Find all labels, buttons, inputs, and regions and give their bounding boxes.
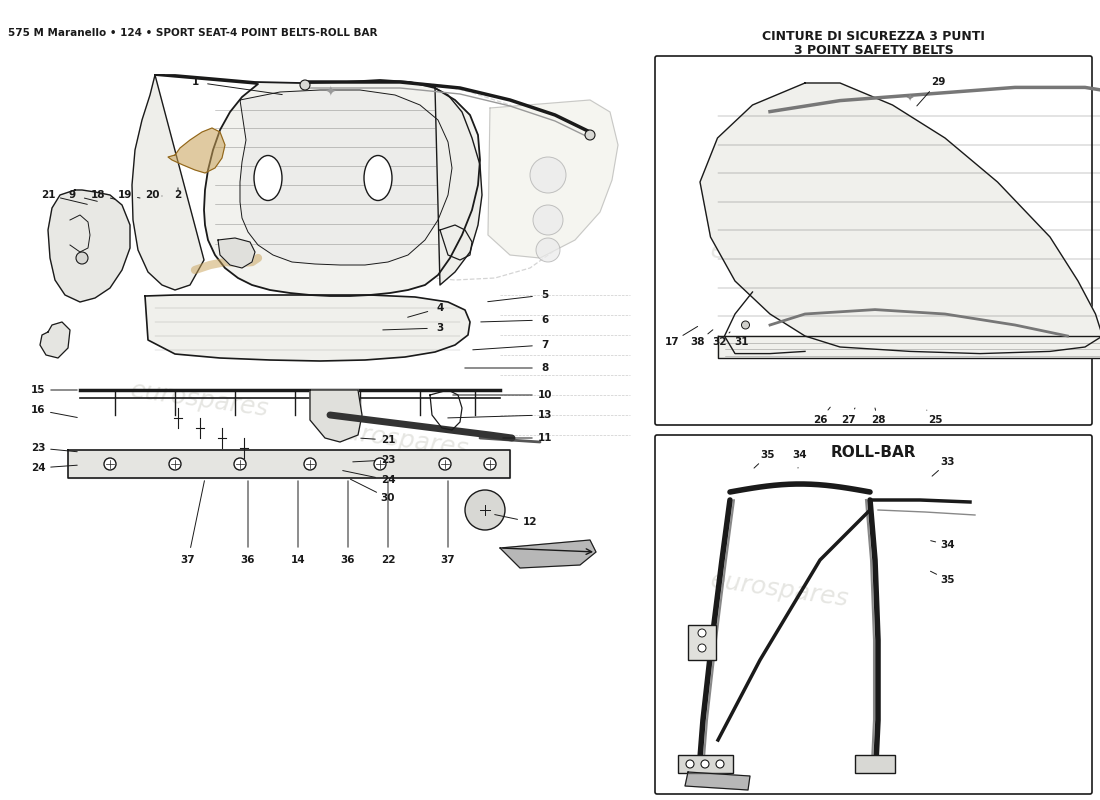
Text: 16: 16	[31, 405, 45, 415]
Polygon shape	[700, 83, 1100, 354]
Text: 575 M Maranello • 124 • SPORT SEAT-4 POINT BELTS-ROLL BAR: 575 M Maranello • 124 • SPORT SEAT-4 POI…	[8, 28, 377, 38]
Text: 37: 37	[180, 555, 196, 565]
Polygon shape	[48, 190, 130, 302]
Circle shape	[716, 760, 724, 768]
Polygon shape	[68, 450, 510, 478]
Text: 8: 8	[541, 363, 549, 373]
Circle shape	[374, 458, 386, 470]
Text: 28: 28	[871, 415, 886, 425]
Polygon shape	[717, 336, 1100, 358]
Text: 29: 29	[931, 77, 945, 87]
Text: 1: 1	[191, 77, 199, 87]
Ellipse shape	[364, 155, 392, 201]
Text: 34: 34	[793, 450, 807, 460]
Text: 4: 4	[437, 303, 443, 313]
Text: 19: 19	[118, 190, 132, 200]
Polygon shape	[500, 540, 596, 568]
Text: 37: 37	[441, 555, 455, 565]
Circle shape	[104, 458, 116, 470]
Text: ROLL-BAR: ROLL-BAR	[830, 445, 916, 460]
Text: 26: 26	[813, 415, 827, 425]
Text: 6: 6	[541, 315, 549, 325]
Text: 25: 25	[927, 415, 943, 425]
Text: eurospares: eurospares	[129, 378, 271, 422]
Text: 10: 10	[538, 390, 552, 400]
Text: 21: 21	[41, 190, 55, 200]
Bar	[688, 625, 716, 660]
Ellipse shape	[254, 155, 282, 201]
Circle shape	[465, 490, 505, 530]
Circle shape	[169, 458, 182, 470]
Text: 7: 7	[541, 340, 549, 350]
Text: 21: 21	[381, 435, 395, 445]
Circle shape	[534, 205, 563, 235]
Circle shape	[536, 238, 560, 262]
Circle shape	[76, 252, 88, 264]
Text: eurospares: eurospares	[710, 238, 850, 282]
Text: 22: 22	[381, 555, 395, 565]
Text: 18: 18	[90, 190, 106, 200]
Text: 17: 17	[664, 337, 680, 347]
Text: 35: 35	[940, 575, 955, 585]
Text: 31: 31	[735, 337, 749, 347]
Text: 23: 23	[31, 443, 45, 453]
Polygon shape	[488, 100, 618, 258]
Polygon shape	[40, 322, 70, 358]
Bar	[855, 755, 895, 773]
Text: 2: 2	[175, 190, 182, 200]
Polygon shape	[240, 90, 452, 265]
FancyBboxPatch shape	[654, 56, 1092, 425]
Text: 20: 20	[145, 190, 160, 200]
Polygon shape	[310, 390, 362, 442]
Polygon shape	[168, 128, 225, 173]
Polygon shape	[145, 295, 470, 361]
Text: 35: 35	[761, 450, 776, 460]
Polygon shape	[132, 75, 204, 290]
Text: ✦: ✦	[324, 86, 336, 100]
Circle shape	[234, 458, 246, 470]
Circle shape	[698, 629, 706, 637]
Text: 11: 11	[538, 433, 552, 443]
Text: 9: 9	[68, 190, 76, 200]
Circle shape	[686, 760, 694, 768]
Text: 24: 24	[31, 463, 45, 473]
Circle shape	[304, 458, 316, 470]
Circle shape	[701, 760, 710, 768]
Text: 30: 30	[381, 493, 395, 503]
FancyBboxPatch shape	[654, 435, 1092, 794]
Text: eurospares: eurospares	[329, 418, 471, 462]
Text: 24: 24	[381, 475, 395, 485]
Text: eurospares: eurospares	[710, 569, 850, 611]
Text: CINTURE DI SICUREZZA 3 PUNTI: CINTURE DI SICUREZZA 3 PUNTI	[762, 30, 984, 43]
Circle shape	[698, 644, 706, 652]
Text: 34: 34	[940, 540, 955, 550]
Text: 38: 38	[691, 337, 705, 347]
Text: 33: 33	[940, 457, 955, 467]
Circle shape	[439, 458, 451, 470]
Text: 36: 36	[341, 555, 355, 565]
Circle shape	[585, 130, 595, 140]
Polygon shape	[685, 772, 750, 790]
Circle shape	[741, 321, 749, 329]
Bar	[678, 755, 733, 773]
Polygon shape	[218, 238, 255, 268]
Text: 14: 14	[290, 555, 306, 565]
Polygon shape	[434, 88, 482, 285]
Circle shape	[300, 80, 310, 90]
Text: 27: 27	[840, 415, 856, 425]
Text: 13: 13	[538, 410, 552, 420]
Text: 5: 5	[541, 290, 549, 300]
Text: ✦: ✦	[906, 94, 914, 103]
Text: 3 POINT SAFETY BELTS: 3 POINT SAFETY BELTS	[793, 44, 954, 57]
Text: 36: 36	[241, 555, 255, 565]
Circle shape	[484, 458, 496, 470]
Text: 23: 23	[381, 455, 395, 465]
Text: 3: 3	[437, 323, 443, 333]
Polygon shape	[155, 75, 480, 296]
Text: 12: 12	[522, 517, 537, 527]
Circle shape	[530, 157, 566, 193]
Text: 32: 32	[713, 337, 727, 347]
Text: 15: 15	[31, 385, 45, 395]
